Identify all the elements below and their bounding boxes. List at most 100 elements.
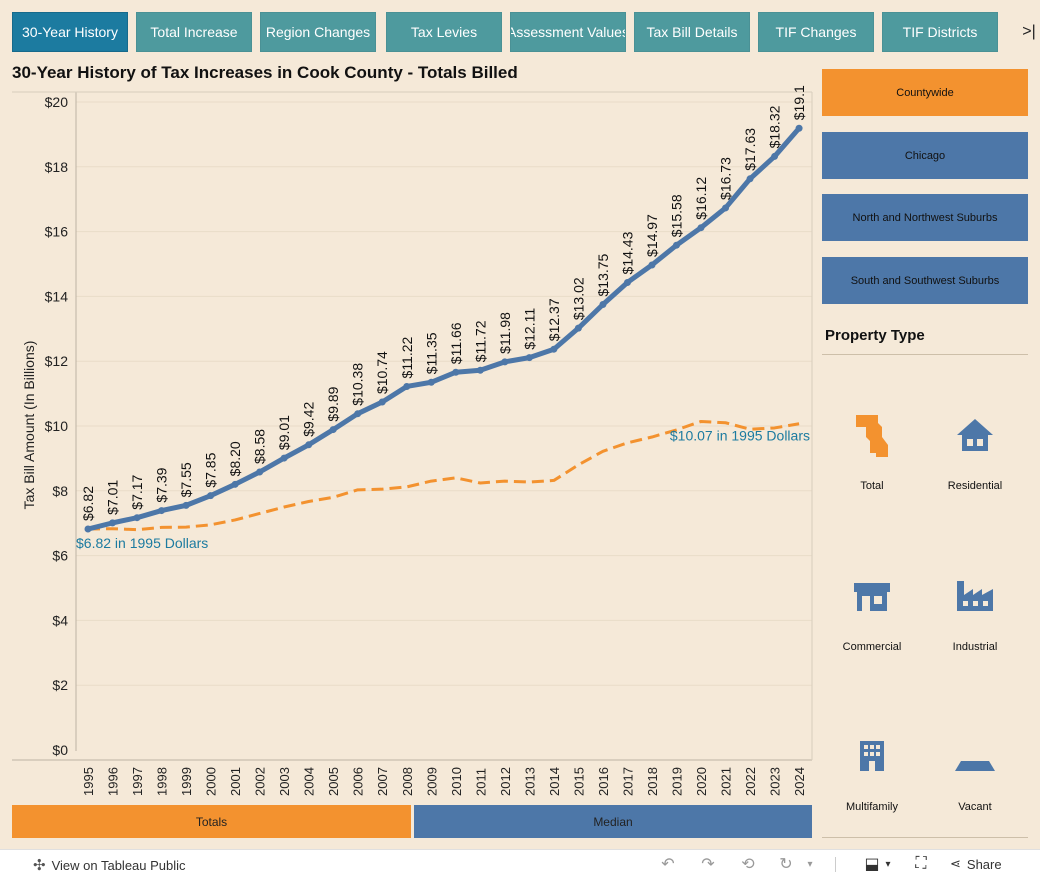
data-point — [280, 454, 288, 462]
x-tick-label: 2017 — [620, 767, 635, 796]
apartment-icon — [822, 731, 922, 781]
data-label: $18.32 — [767, 105, 783, 148]
region-south-southwest-button[interactable]: South and Southwest Suburbs — [822, 257, 1028, 304]
data-point — [427, 378, 435, 386]
x-tick-label: 2009 — [424, 767, 439, 796]
data-point — [305, 441, 313, 449]
vacant-lot-icon — [925, 731, 1025, 781]
property-type-vacant[interactable]: Vacant — [925, 731, 1025, 813]
x-tick-label: 2001 — [228, 767, 243, 796]
data-point — [722, 204, 730, 212]
revert-icon[interactable]: ⟲ — [741, 856, 755, 873]
data-label: $12.37 — [546, 298, 562, 341]
tab-tax-bill-details[interactable]: Tax Bill Details — [634, 12, 750, 52]
x-tick-label: 2012 — [498, 767, 513, 796]
data-label: $14.43 — [619, 231, 635, 274]
annotation-end: $10.07 in 1995 Dollars — [670, 428, 810, 444]
property-type-total[interactable]: Total — [822, 410, 922, 492]
property-type-commercial[interactable]: Commercial — [822, 571, 922, 653]
x-tick-label: 1997 — [130, 767, 145, 796]
download-dropdown-icon[interactable]: ▾ — [885, 858, 891, 870]
x-tick-label: 1998 — [155, 767, 170, 796]
data-label: $10.74 — [374, 351, 390, 394]
data-point — [501, 358, 509, 366]
data-label: $7.85 — [203, 452, 219, 487]
y-tick-label: $10 — [45, 418, 69, 434]
data-label: $11.98 — [497, 312, 513, 354]
data-point — [329, 426, 337, 434]
data-label: $17.63 — [742, 128, 758, 171]
x-tick-label: 2014 — [547, 767, 562, 796]
data-label: $14.97 — [644, 214, 660, 257]
data-point — [599, 301, 607, 308]
x-tick-label: 2007 — [375, 767, 390, 796]
fullscreen-icon[interactable]: ⛶ — [915, 855, 927, 872]
data-point — [525, 354, 533, 362]
download-icon[interactable]: ⬓ — [864, 856, 880, 873]
data-label: $11.35 — [423, 332, 439, 374]
tab-region-changes[interactable]: Region Changes — [260, 12, 376, 52]
totals-toggle-button[interactable]: Totals — [12, 805, 411, 838]
county-map-icon — [822, 410, 922, 460]
x-tick-label: 2003 — [277, 767, 292, 796]
data-label: $11.66 — [448, 322, 464, 364]
x-tick-label: 2020 — [694, 767, 709, 796]
data-label: $7.39 — [154, 467, 170, 502]
storefront-icon — [822, 571, 922, 621]
region-north-northwest-button[interactable]: North and Northwest Suburbs — [822, 194, 1028, 241]
x-tick-label: 2002 — [253, 767, 268, 796]
data-point — [133, 514, 141, 522]
region-chicago-button[interactable]: Chicago — [822, 132, 1028, 179]
tableau-footer: ✣ View on Tableau Public ↶ ↷ ⟲ ↻ ▾ ⬓ ▾ ⛶… — [0, 849, 1040, 877]
region-countywide-button[interactable]: Countywide — [822, 69, 1028, 116]
property-type-label: Multifamily — [846, 801, 898, 813]
data-point — [746, 175, 754, 183]
redo-icon[interactable]: ↷ — [701, 856, 715, 873]
tableau-logo-icon: ✣ — [33, 857, 46, 874]
share-button[interactable]: ⋖ Share — [950, 856, 1002, 872]
data-label: $9.89 — [325, 386, 341, 421]
x-tick-label: 2005 — [326, 767, 341, 796]
x-tick-label: 2015 — [571, 767, 586, 796]
x-tick-label: 2019 — [669, 767, 684, 796]
tab-tif-districts[interactable]: TIF Districts — [882, 12, 998, 52]
data-label: $9.42 — [301, 402, 317, 437]
data-point — [354, 410, 362, 418]
data-label: $19.19 — [791, 85, 807, 120]
refresh-icon[interactable]: ↻ — [779, 856, 793, 873]
data-label: $7.55 — [178, 462, 194, 497]
median-toggle-button[interactable]: Median — [414, 805, 812, 838]
tabs-next-button[interactable]: >| — [1022, 23, 1036, 40]
data-label: $6.82 — [80, 486, 96, 521]
data-point — [109, 519, 117, 527]
data-point — [207, 492, 215, 500]
tab-assessment-values[interactable]: Assessment Values — [510, 12, 626, 52]
undo-icon[interactable]: ↶ — [661, 856, 675, 873]
data-label: $13.02 — [570, 277, 586, 320]
tab-tif-changes[interactable]: TIF Changes — [758, 12, 874, 52]
property-type-label: Industrial — [952, 641, 998, 653]
series-totals-billed — [84, 124, 803, 533]
share-label: Share — [966, 856, 1002, 872]
property-type-industrial[interactable]: Industrial — [925, 571, 1025, 653]
x-tick-label: 2013 — [522, 767, 537, 796]
tab-total-increase[interactable]: Total Increase — [136, 12, 252, 52]
x-tick-label: 2011 — [473, 768, 488, 796]
data-point — [697, 224, 705, 232]
y-tick-label: $2 — [52, 677, 68, 693]
tab-tax-levies[interactable]: Tax Levies — [386, 12, 502, 52]
tab-30-year-history[interactable]: 30-Year History — [12, 12, 128, 52]
data-point — [795, 124, 803, 132]
view-on-tableau-link[interactable]: ✣ View on Tableau Public — [33, 856, 186, 874]
y-tick-label: $14 — [45, 288, 69, 304]
y-tick-label: $16 — [45, 224, 69, 240]
property-type-multifamily[interactable]: Multifamily — [822, 731, 922, 813]
line-chart: $0 $2 $4 $6 $8 $10 $12 $14 $16 $18 $20 Tax Bill Am… — [12, 85, 813, 796]
y-tick-labels: $0 $2 $4 $6 $8 $10 $12 $14 $16 $18 $20 — [45, 94, 69, 758]
refresh-dropdown-icon[interactable]: ▾ — [807, 858, 813, 870]
property-type-title: Property Type — [825, 327, 925, 344]
property-type-residential[interactable]: Residential — [925, 410, 1025, 492]
x-tick-labels: 1995 1996 1997 1998 1999 2000 2001 2002 2003 2004… — [81, 767, 807, 796]
y-tick-label: $4 — [52, 612, 68, 628]
data-point — [231, 480, 239, 488]
